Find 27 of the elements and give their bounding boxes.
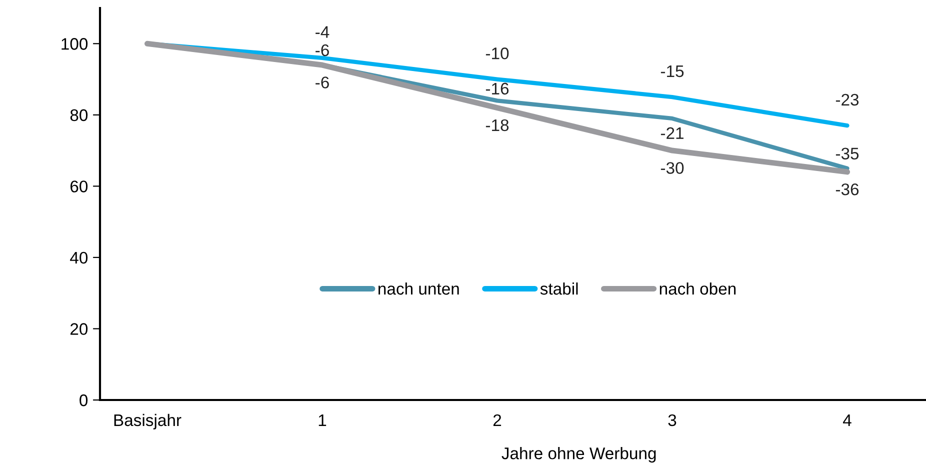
x-tick-label: 3 — [668, 414, 676, 426]
annotation: -30 — [660, 162, 684, 174]
x-tick-label: 2 — [493, 414, 502, 426]
y-tick-label: 20 — [70, 323, 88, 335]
annotation: -23 — [836, 94, 859, 106]
y-tick-label: 100 — [62, 38, 88, 50]
legend-label: nach unten — [378, 282, 459, 295]
annotation: -35 — [836, 148, 859, 160]
x-tick-label: 1 — [318, 414, 326, 426]
legend-label: stabil — [540, 282, 578, 295]
y-tick-label: 0 — [80, 394, 88, 406]
x-tick-label: 4 — [843, 414, 852, 426]
annotation: -6 — [316, 44, 329, 56]
annotation: -21 — [660, 127, 684, 139]
y-tick-label: 60 — [70, 180, 88, 192]
y-tick-label: 40 — [70, 252, 88, 264]
legend-label: nach oben — [660, 282, 736, 295]
x-axis-title: Jahre ohne Werbung — [502, 447, 656, 463]
annotation: -4 — [316, 26, 330, 38]
annotation: -10 — [486, 48, 509, 60]
annotation: -16 — [486, 82, 509, 95]
x-tick-label: Basisjahr — [114, 414, 182, 430]
annotation: -15 — [660, 66, 684, 78]
annotation: -6 — [316, 76, 329, 88]
y-tick-label: 80 — [70, 109, 88, 122]
annotation: -36 — [836, 183, 859, 196]
annotation: -18 — [486, 119, 509, 132]
